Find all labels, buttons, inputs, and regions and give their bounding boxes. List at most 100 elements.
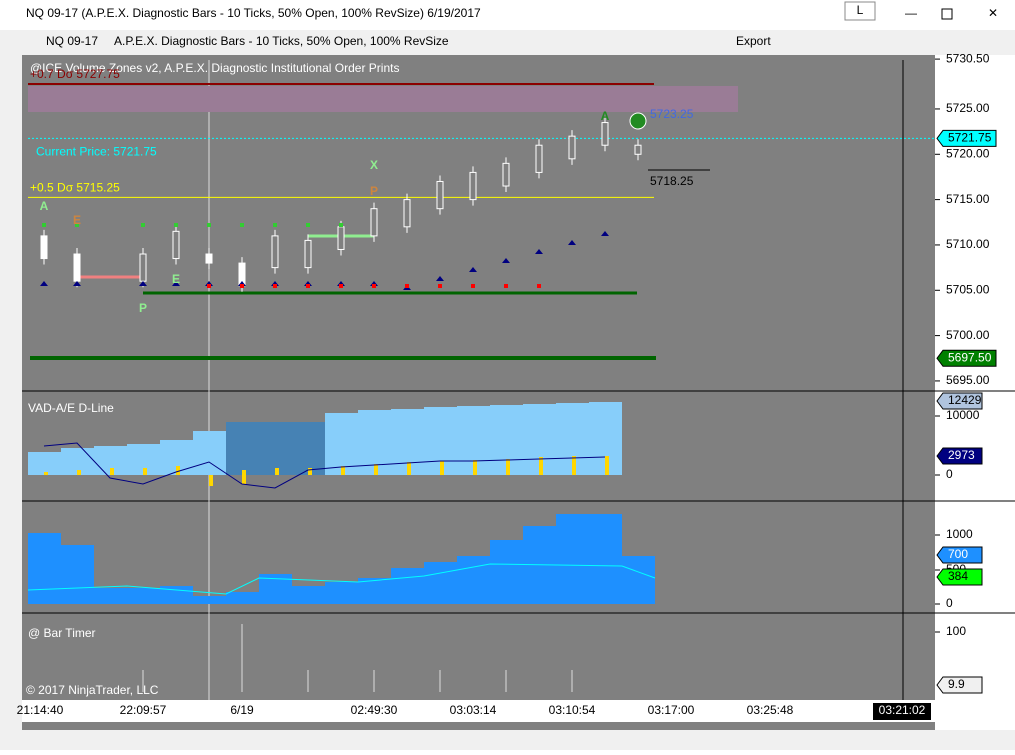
- y-tick-label: 10000: [946, 408, 980, 422]
- dot: [273, 223, 277, 227]
- window-title: NQ 09-17 (A.P.E.X. Diagnostic Bars - 10 …: [26, 6, 481, 20]
- link-button[interactable]: [844, 1, 876, 21]
- level-label: +0.7 Dσ 5727.75: [30, 67, 120, 81]
- chart-area: [22, 55, 935, 730]
- volume-bar: [292, 586, 325, 604]
- time-label: 02:49:30: [351, 703, 398, 717]
- volume-bar: [424, 562, 457, 604]
- projection: 5718.25: [650, 174, 694, 188]
- y-tick-label: 5705.00: [946, 282, 990, 296]
- volume-bar: [127, 588, 160, 604]
- dot: [438, 284, 442, 288]
- current-time-box: [873, 703, 931, 720]
- y-tick-label: 5720.00: [946, 146, 990, 160]
- time-label: 03:25:48: [747, 703, 794, 717]
- level-label: Current Price: 5721.75: [36, 145, 157, 159]
- dot: [339, 284, 343, 288]
- dot: [273, 284, 277, 288]
- order-print: [40, 281, 48, 286]
- y-tick-label: 5715.00: [946, 192, 990, 206]
- volume-bar: [61, 545, 94, 604]
- value-flag: [936, 568, 983, 586]
- order-print: [469, 267, 477, 272]
- vad-volume: [506, 459, 510, 475]
- instrument[interactable]: NQ 09-17: [46, 34, 98, 48]
- drawing-tools: [0, 55, 22, 730]
- value-flag: [936, 676, 983, 694]
- zone: [28, 86, 738, 112]
- dot: [306, 284, 310, 288]
- maximize[interactable]: [941, 8, 953, 20]
- candle: [139, 253, 147, 282]
- marker: E: [73, 213, 81, 227]
- candle: [304, 239, 312, 269]
- dot: [471, 284, 475, 288]
- vad-volume: [143, 468, 147, 475]
- vad-volume: [440, 461, 444, 475]
- candle: [436, 180, 444, 210]
- volume-bar: [226, 592, 259, 604]
- time-label: 22:09:57: [120, 703, 167, 717]
- candle: [469, 171, 477, 201]
- y-tick-label: 5730.50: [946, 51, 990, 65]
- candle: [634, 144, 642, 155]
- dot: [141, 223, 145, 227]
- vad-volume: [275, 468, 279, 475]
- candle: [403, 199, 411, 228]
- candle: [568, 135, 576, 160]
- vad-volume: [374, 464, 378, 475]
- order-print: [535, 249, 543, 254]
- order-print: [139, 281, 147, 286]
- dot: [240, 223, 244, 227]
- vad-area: [325, 413, 358, 475]
- value-flag-label: 2973: [948, 448, 975, 462]
- dot: [306, 223, 310, 227]
- candle: [205, 253, 213, 264]
- value-axis: [935, 55, 1015, 700]
- volume-bar: [556, 514, 622, 604]
- volume-bar: [94, 588, 127, 604]
- price-flag-label: 5697.50: [948, 350, 992, 364]
- dot: [339, 223, 343, 227]
- dot: [174, 223, 178, 227]
- dot: [207, 284, 211, 288]
- scrollbar[interactable]: [0, 730, 1015, 750]
- signal: [629, 112, 647, 130]
- close[interactable]: ✕: [988, 6, 998, 20]
- dot: [504, 284, 508, 288]
- marker: X: [370, 158, 378, 172]
- time-label: 03:10:54: [549, 703, 596, 717]
- export[interactable]: Export: [736, 34, 771, 48]
- volume-bar: [457, 556, 490, 604]
- candle: [271, 235, 279, 269]
- volume-bar: [325, 582, 358, 604]
- y-tick-label: 100: [946, 624, 966, 638]
- toolbar: [0, 30, 1015, 55]
- marker: E: [172, 272, 180, 286]
- candle: [601, 122, 609, 146]
- dot: [372, 284, 376, 288]
- vad-volume: [209, 475, 213, 486]
- candle: [502, 162, 510, 187]
- vad-volume: [44, 472, 48, 475]
- y-tick-label: 5710.00: [946, 237, 990, 251]
- price-flag-label: 5721.75: [948, 131, 992, 145]
- level-label: +0.5 Dσ 5715.25: [30, 181, 120, 195]
- time-axis: [22, 700, 1015, 722]
- vad-area: [28, 452, 61, 475]
- minimize[interactable]: —: [905, 6, 917, 20]
- value-flag-label: 700: [948, 547, 968, 561]
- y-tick-label: 0: [946, 467, 953, 481]
- volume-average: [27, 563, 656, 595]
- marker: A: [601, 109, 610, 123]
- candle: [535, 144, 543, 173]
- bar-type[interactable]: A.P.E.X. Diagnostic Bars - 10 Ticks, 50%…: [114, 34, 449, 48]
- vad-volume: [341, 466, 345, 475]
- marker: A: [40, 199, 49, 213]
- volume-bar: [358, 578, 391, 604]
- current-time-label: 03:21:02: [879, 703, 926, 717]
- candle: [337, 226, 345, 250]
- dot: [240, 284, 244, 288]
- dot: [405, 284, 409, 288]
